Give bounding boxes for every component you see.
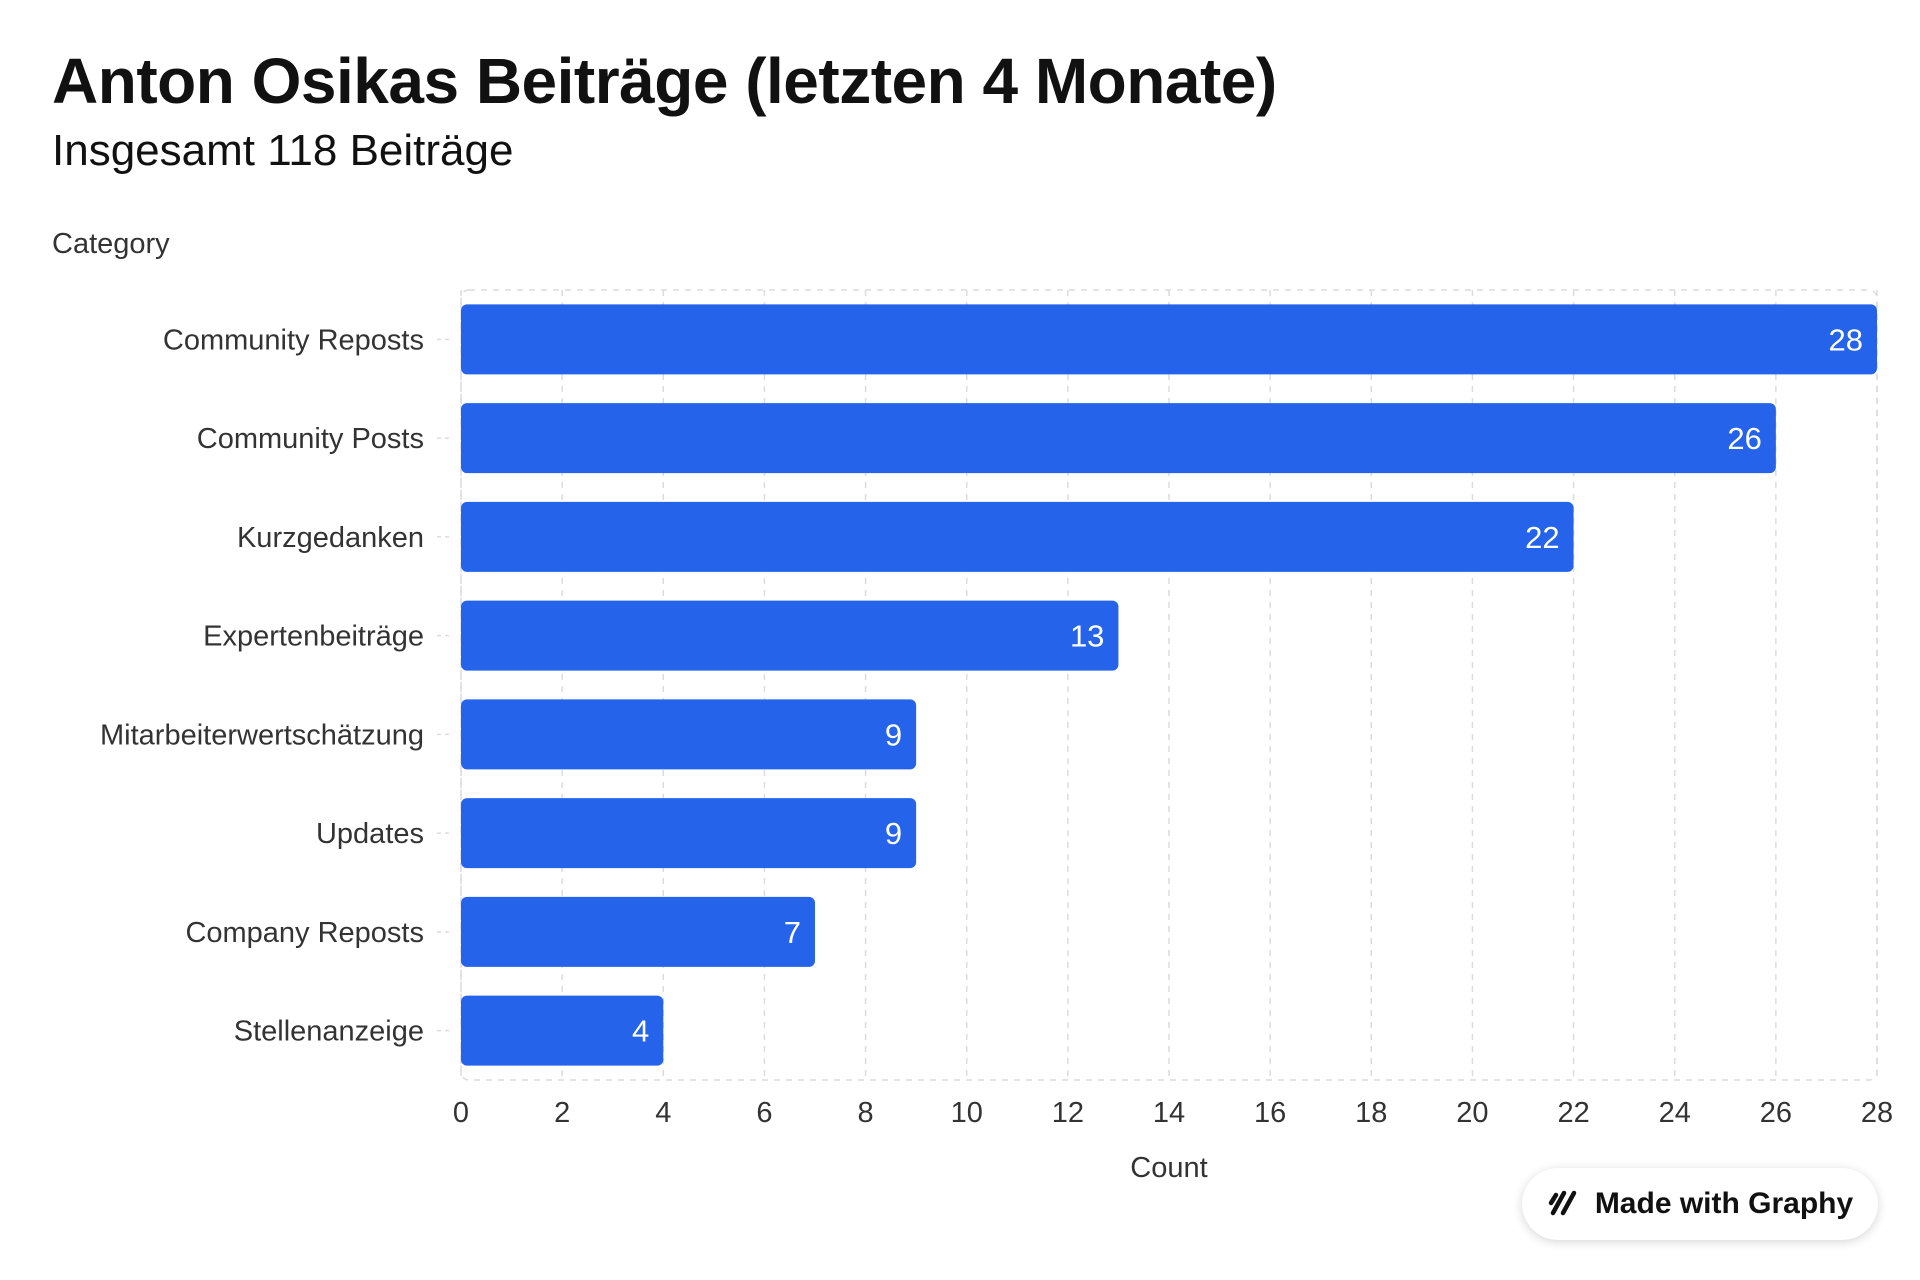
category-label: Updates [316,818,424,850]
data-label: 4 [632,1014,649,1049]
category-label: Community Reposts [163,324,424,356]
x-tick-label: 16 [1254,1097,1286,1129]
bar [461,600,1119,671]
x-tick-label: 10 [951,1097,983,1129]
x-tick-label: 4 [655,1097,671,1129]
data-label: 9 [885,816,902,851]
data-label: 13 [1070,619,1104,654]
x-tick-label: 2 [554,1097,570,1129]
graphy-logo-icon [1547,1187,1581,1222]
bar [461,403,1776,474]
badge-label: Made with Graphy [1594,1187,1854,1220]
category-label: Stellenanzeige [234,1016,424,1048]
data-label: 26 [1727,421,1761,456]
chart-subtitle: Insgesamt 118 Beiträge [52,126,514,175]
category-label: Kurzgedanken [237,522,424,554]
chart-title: Anton Osikas Beiträge (letzten 4 Monate) [52,45,1277,117]
category-label: Company Reposts [185,917,424,949]
data-label: 7 [784,915,801,950]
category-label: Community Posts [197,423,424,455]
category-label: Mitarbeiterwertschätzung [100,719,424,751]
x-tick-label: 0 [453,1097,469,1129]
x-tick-label: 28 [1861,1097,1893,1129]
data-label: 22 [1525,520,1559,555]
bar [461,699,917,770]
x-tick-label: 6 [756,1097,772,1129]
data-label: 28 [1829,322,1863,357]
bar [461,798,917,869]
x-tick-label: 26 [1760,1097,1792,1129]
x-axis-title: Count [1130,1152,1207,1184]
x-tick-label: 18 [1355,1097,1387,1129]
bar [461,896,815,967]
x-tick-label: 8 [858,1097,874,1129]
bar [461,304,1877,375]
data-label: 9 [885,717,902,752]
x-tick-label: 12 [1052,1097,1084,1129]
x-tick-label: 24 [1659,1097,1691,1129]
x-tick-label: 22 [1557,1097,1589,1129]
x-tick-label: 20 [1456,1097,1488,1129]
bar [461,501,1574,572]
category-label: Expertenbeiträge [203,621,424,653]
y-axis-title: Category [52,228,170,260]
made-with-graphy-badge[interactable]: Made with Graphy [1522,1168,1878,1240]
x-tick-label: 14 [1153,1097,1185,1129]
bar [461,995,664,1066]
